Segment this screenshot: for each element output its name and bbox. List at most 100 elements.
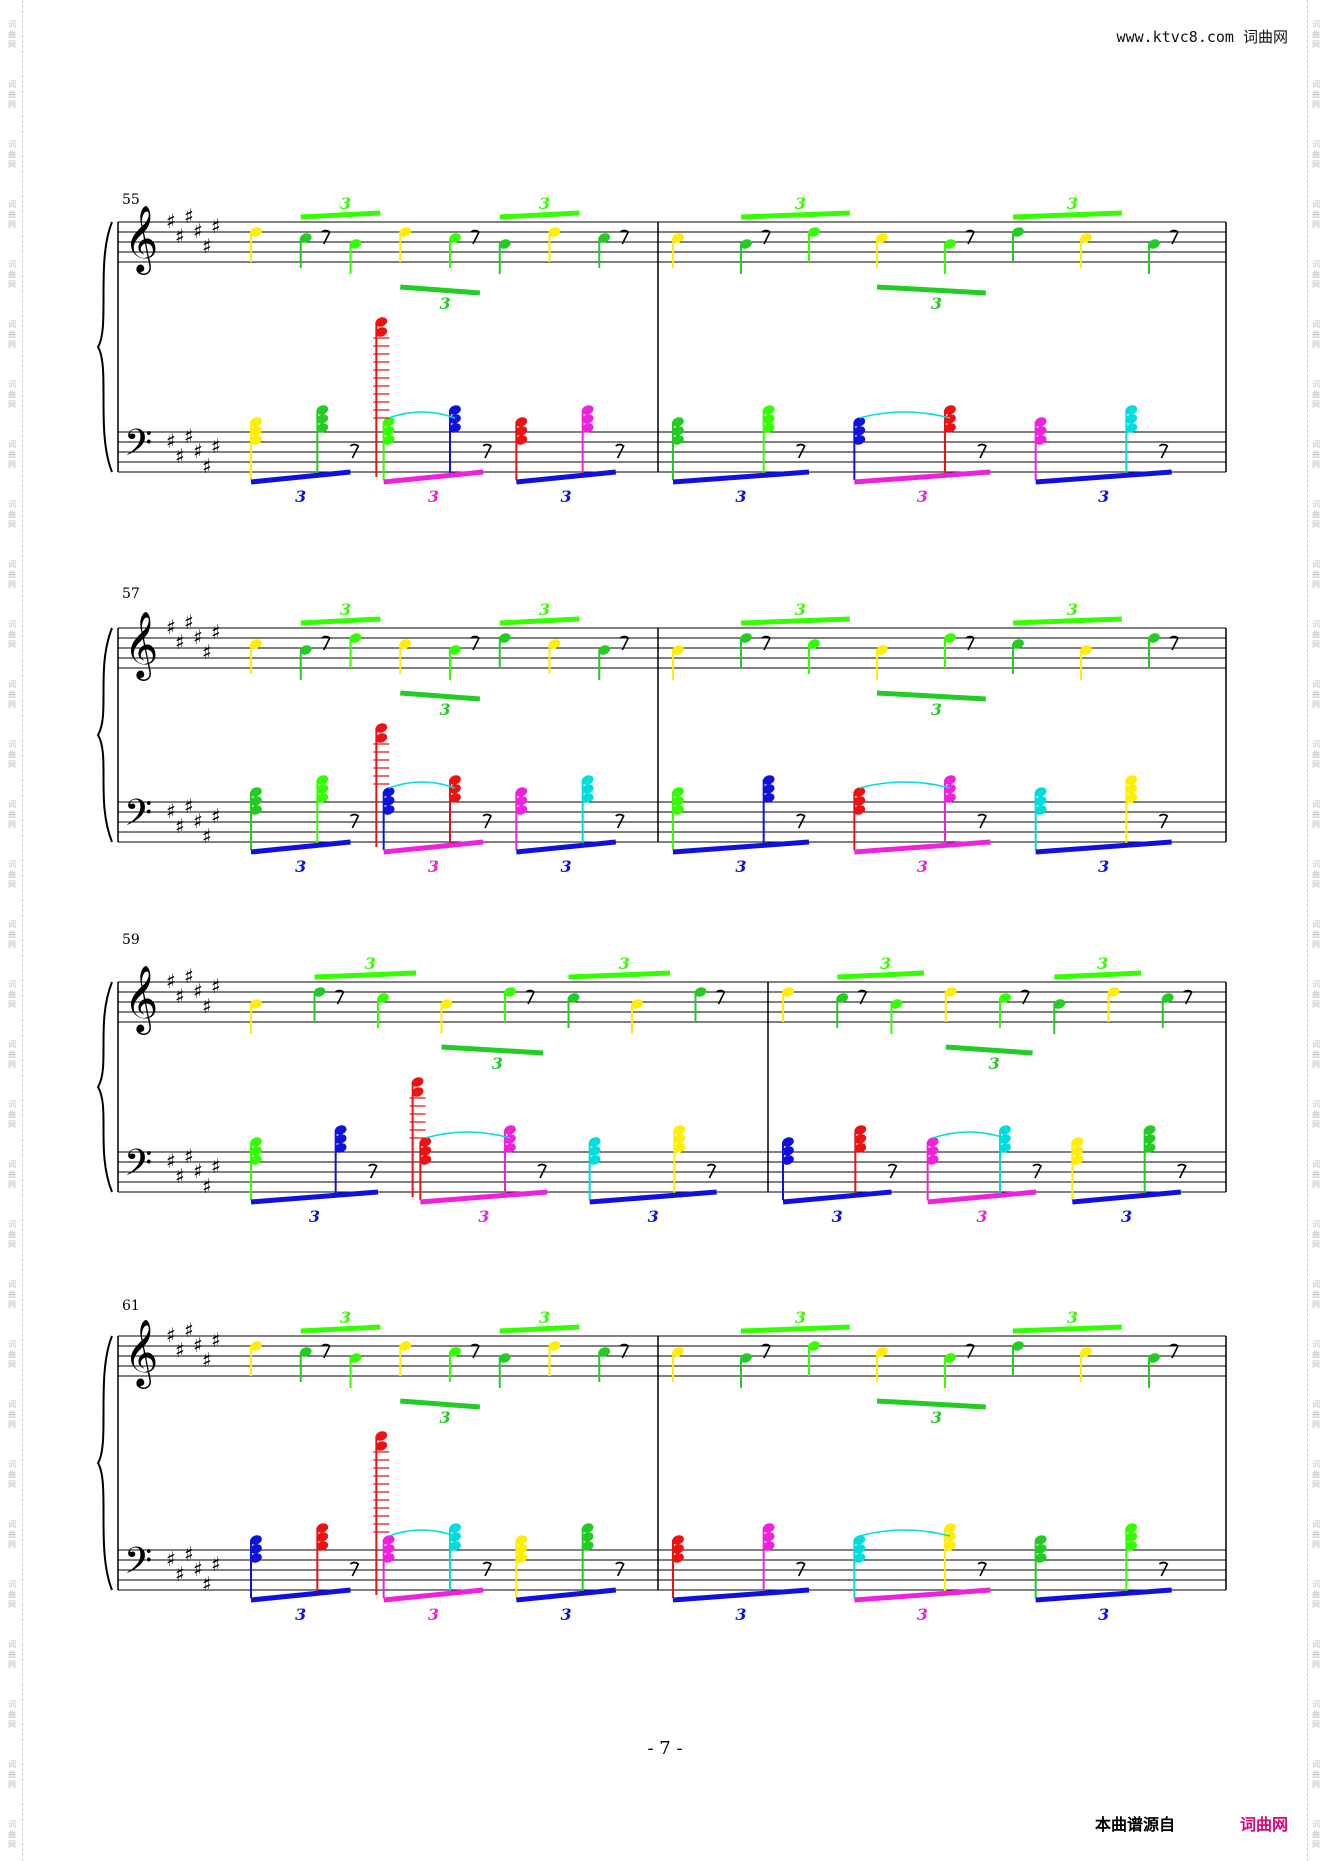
bass-chord-notehead: [1125, 793, 1138, 803]
treble-notehead: [1148, 239, 1160, 249]
tuplet-number: 3: [931, 294, 942, 313]
margin-watermark: 词 曲 网: [1312, 1100, 1320, 1129]
footer-source-text: 本曲谱源自: [1095, 1815, 1176, 1834]
tuplet-number: 3: [976, 1207, 987, 1226]
measure-number-57: 57: [122, 586, 140, 602]
key-signature-sharp: ♯: [202, 234, 212, 258]
margin-watermark: 词 曲 网: [1312, 80, 1320, 109]
beam: [854, 1587, 991, 1603]
eighth-rest: [1177, 1163, 1187, 1179]
bass-chord-notehead: [250, 1146, 262, 1156]
beam: [672, 469, 810, 485]
bass-chord-notehead: [382, 417, 395, 427]
key-signature-sharp: ♯: [175, 984, 185, 1008]
tuplet-number: 3: [917, 487, 928, 506]
key-signature-sharp: ♯: [184, 1144, 194, 1168]
eighth-rest: [615, 443, 625, 459]
treble-notehead: [876, 1347, 888, 1357]
treble-notehead: [250, 1341, 262, 1351]
bass-chord-notehead: [926, 1146, 939, 1156]
treble-notehead: [1107, 987, 1120, 997]
key-signature-sharp: ♯: [211, 1328, 221, 1352]
margin-watermark: 词 曲 网: [8, 1460, 16, 1489]
eighth-rest: [1169, 229, 1180, 245]
bass-chord-notehead: [782, 1155, 794, 1165]
bass-chord-notehead: [1071, 1146, 1084, 1156]
bass-chord-notehead: [1071, 1155, 1084, 1165]
treble-notehead: [548, 639, 561, 649]
tuplet-number: 3: [931, 700, 942, 719]
bass-chord-notehead: [926, 1137, 939, 1147]
eighth-rest: [470, 229, 481, 245]
bass-chord-notehead: [581, 775, 594, 785]
treble-notehead: [349, 239, 362, 249]
eighth-rest: [525, 989, 536, 1005]
margin-watermark: 词 曲 网: [8, 80, 16, 109]
tie: [859, 781, 951, 789]
treble-notehead: [377, 993, 389, 1003]
tuplet-number: 3: [795, 1308, 806, 1327]
bass-chord-notehead: [588, 1137, 601, 1147]
bass-chord-notehead: [382, 796, 395, 806]
key-signature-sharp: ♯: [202, 824, 212, 848]
margin-watermark: 词 曲 网: [1312, 20, 1320, 49]
bass-chord-notehead: [515, 787, 528, 797]
eighth-rest: [965, 1343, 976, 1359]
key-signature-sharp: ♯: [166, 1323, 176, 1347]
bass-chord-notehead: [382, 1553, 395, 1563]
tuplet-number: 3: [1098, 1605, 1109, 1624]
bass-chord-notehead: [854, 1134, 867, 1144]
eighth-rest: [716, 989, 726, 1005]
eighth-rest: [482, 1561, 493, 1577]
key-signature-sharp: ♯: [193, 1159, 203, 1183]
margin-watermark: 词 曲 网: [1312, 1220, 1320, 1249]
treble-notehead: [672, 233, 684, 243]
tuplet-number: 3: [917, 857, 928, 876]
margin-watermark: 词 曲 网: [1312, 680, 1320, 709]
tuplet-number: 3: [619, 954, 630, 973]
tuplet-number: 3: [735, 487, 746, 506]
bass-chord-notehead: [1143, 1143, 1156, 1153]
bass-chord-notehead: [782, 1137, 794, 1147]
key-signature-sharp: ♯: [166, 429, 176, 453]
margin-watermark: 词 曲 网: [1312, 920, 1320, 949]
beam: [516, 1587, 617, 1603]
treble-clef: 𝄞: [124, 964, 158, 1035]
key-signature-sharp: ♯: [175, 1164, 185, 1188]
beam: [499, 616, 580, 626]
margin-watermark: 词 曲 网: [1312, 560, 1320, 589]
key-signature-sharp: ♯: [193, 979, 203, 1003]
eighth-rest: [1183, 989, 1193, 1005]
key-signature-sharp: ♯: [184, 424, 194, 448]
grand-staff-brace: [96, 221, 113, 473]
treble-notehead: [740, 633, 752, 643]
bass-chord-notehead: [588, 1155, 601, 1165]
margin-watermark: 词 曲 网: [8, 1700, 16, 1729]
treble-notehead: [782, 987, 794, 997]
beam: [1035, 1587, 1172, 1603]
bass-chord-notehead: [1125, 775, 1138, 785]
eighth-rest: [335, 989, 345, 1005]
eighth-rest: [965, 635, 976, 651]
bass-chord-notehead: [316, 1523, 329, 1533]
beam: [672, 1587, 810, 1603]
bass-chord-notehead: [382, 805, 395, 815]
bass-chord-notehead: [449, 793, 461, 803]
bass-chord-notehead: [944, 423, 956, 433]
beam: [400, 690, 481, 702]
bass-chord-notehead: [316, 775, 329, 785]
margin-watermark: 词 曲 网: [1312, 860, 1320, 889]
treble-notehead: [399, 227, 412, 237]
bass-chord-notehead: [944, 405, 956, 415]
bass-chord-notehead: [1125, 423, 1138, 433]
eighth-rest: [761, 229, 772, 245]
tuplet-number: 3: [648, 1207, 659, 1226]
bass-chord-notehead: [419, 1146, 432, 1156]
margin-watermark: 词 曲 网: [8, 1400, 16, 1429]
bass-chord-notehead: [449, 1541, 461, 1551]
treble-notehead: [1161, 993, 1174, 1003]
margin-watermark: 词 曲 网: [1312, 260, 1320, 289]
tie: [932, 1131, 1006, 1139]
margin-watermark: 词 曲 网: [1312, 380, 1320, 409]
bass-chord-notehead: [854, 1125, 867, 1135]
